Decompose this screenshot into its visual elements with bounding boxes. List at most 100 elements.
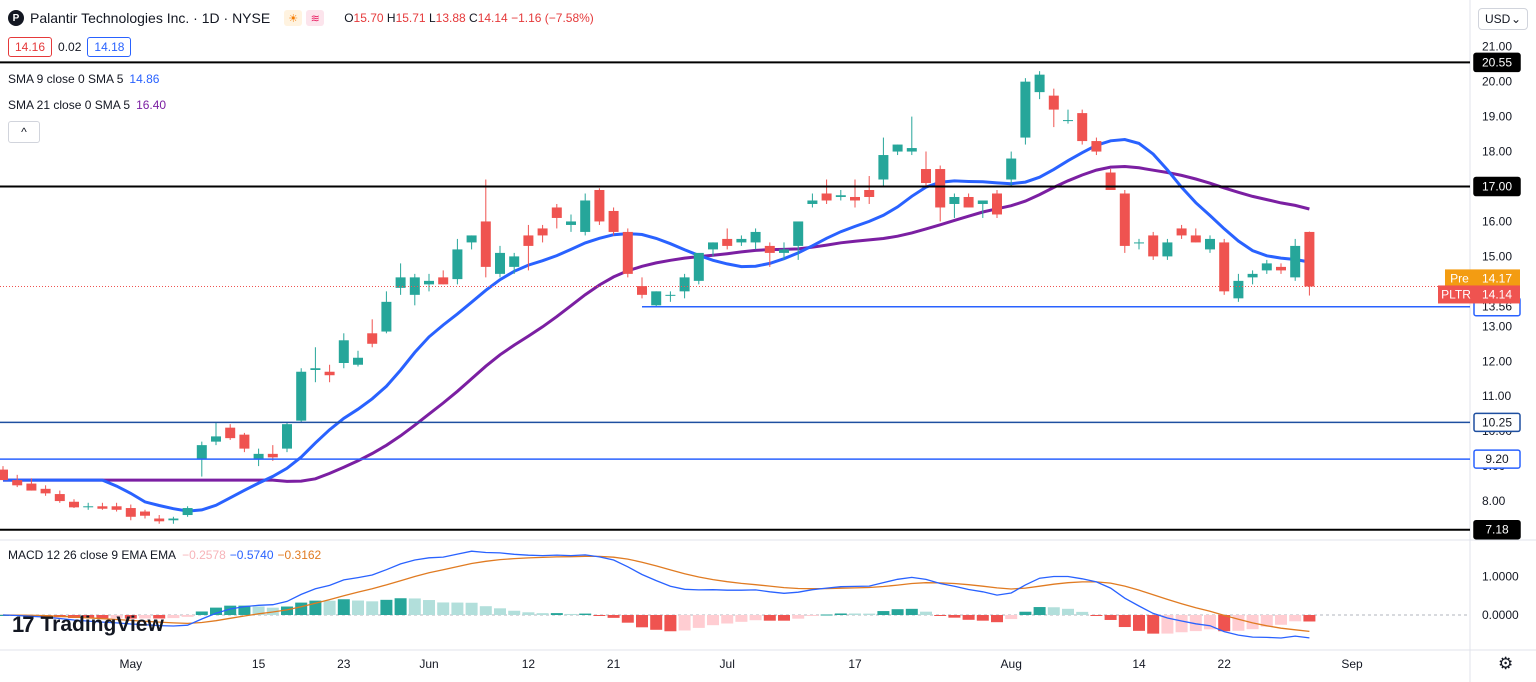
- currency-selector[interactable]: USD ⌄: [1478, 8, 1528, 30]
- candle-body: [40, 488, 51, 494]
- sma21-line: [3, 164, 1310, 483]
- candle-body: [537, 228, 548, 236]
- macd-tick-label: 0.0000: [1482, 608, 1519, 622]
- marker-value: 14.17: [1482, 271, 1512, 285]
- macd-histogram-bar: [1232, 615, 1245, 631]
- price-tick-label: 15.00: [1482, 249, 1512, 263]
- candle: [523, 224, 534, 271]
- candle: [267, 445, 278, 461]
- price-tick-label: 8.00: [1482, 494, 1506, 508]
- change-value: −1.16 (−7.58%): [511, 11, 594, 25]
- candle-body: [1077, 113, 1088, 142]
- candle-body: [1261, 263, 1272, 271]
- candle-body: [338, 340, 349, 363]
- close-value: 14.14: [477, 11, 508, 25]
- marker-value-box: [1474, 269, 1520, 288]
- candle-body: [211, 436, 221, 442]
- macd-histogram-bar: [579, 613, 592, 615]
- sma21-legend[interactable]: SMA 21 close 0 SMA 5 16.40: [8, 98, 166, 112]
- candle-body: [97, 506, 108, 509]
- candle: [1063, 109, 1073, 124]
- macd-histogram-bar: [153, 615, 166, 619]
- sell-price-button[interactable]: 14.16: [8, 37, 53, 57]
- candle: [1162, 238, 1173, 260]
- candle-body: [622, 231, 633, 274]
- macd-histogram-bar: [139, 615, 151, 619]
- tradingview-logo[interactable]: 17 TradingView: [12, 612, 164, 638]
- gear-icon[interactable]: ⚙: [1498, 654, 1514, 673]
- candle-body: [324, 371, 335, 376]
- time-tick-label: Aug: [1001, 657, 1022, 671]
- candle-body: [693, 252, 704, 281]
- sma9-label: SMA 9 close 0 SMA 5: [8, 72, 124, 86]
- candle: [168, 516, 179, 524]
- candle: [977, 200, 988, 218]
- candle: [69, 499, 79, 509]
- macd-histogram-bar: [905, 608, 918, 615]
- candle-body: [594, 189, 605, 222]
- macd-histogram-bar: [834, 613, 847, 615]
- level-label: 9.20: [1485, 452, 1509, 466]
- sma9-legend[interactable]: SMA 9 close 0 SMA 5 14.86: [8, 72, 159, 86]
- candle: [1006, 151, 1017, 187]
- macd-histogram-bar: [565, 613, 577, 615]
- candle-body: [892, 144, 903, 152]
- candle-body: [282, 424, 292, 449]
- candle-body: [878, 155, 889, 180]
- collapse-legend-button[interactable]: ^: [8, 121, 40, 143]
- candle-body: [1148, 235, 1159, 257]
- candle: [466, 235, 477, 250]
- candle-body: [779, 249, 789, 253]
- candle-body: [1105, 172, 1116, 190]
- macd-histogram-bar: [1104, 615, 1117, 620]
- candle: [1276, 263, 1286, 274]
- candle-body: [921, 169, 931, 184]
- chevron-up-icon: ^: [21, 125, 27, 139]
- candle: [253, 448, 264, 467]
- candle-body: [835, 195, 846, 197]
- candle-body: [267, 453, 278, 458]
- macd-histogram-bar: [1076, 611, 1089, 615]
- buy-price-button[interactable]: 14.18: [87, 37, 132, 57]
- symbol-title[interactable]: Palantir Technologies Inc. · 1D · NYSE: [30, 10, 271, 26]
- candle: [580, 193, 591, 236]
- candle-body: [466, 235, 477, 243]
- tradingview-mark-icon: 17: [12, 612, 35, 637]
- candle-body: [963, 196, 974, 208]
- macd-histogram-bar: [849, 613, 861, 615]
- macd-histogram-bar: [323, 600, 336, 615]
- macd-histogram-bar: [1303, 615, 1316, 622]
- market-open-sun-icon[interactable]: ☀: [284, 10, 303, 26]
- macd-histogram-bar: [1033, 607, 1046, 615]
- candle: [409, 273, 420, 306]
- tradingview-name: TradingView: [40, 613, 164, 636]
- time-tick-label: 21: [607, 657, 621, 671]
- candle: [1034, 71, 1045, 100]
- macd-histogram-bar: [1047, 607, 1060, 615]
- macd-histogram-bar: [124, 615, 137, 619]
- time-tick-label: Jul: [720, 657, 735, 671]
- macd-histogram-bar: [650, 615, 663, 630]
- candle-body: [1233, 280, 1244, 299]
- candle: [1048, 88, 1059, 128]
- status-icons: ☀ ≋: [284, 10, 325, 26]
- candle: [821, 179, 832, 204]
- macd-legend[interactable]: MACD 12 26 close 9 EMA EMA −0.2578 −0.5740…: [8, 548, 321, 562]
- macd-histogram-bar: [238, 605, 251, 615]
- macd-histogram-bar: [366, 601, 379, 615]
- candle-body: [708, 242, 718, 250]
- time-tick-label: Jun: [419, 657, 438, 671]
- macd-histogram-bar: [820, 614, 833, 616]
- candle: [12, 474, 23, 488]
- palantir-logo-icon: P: [8, 10, 24, 26]
- candle-body: [608, 210, 619, 232]
- candle-body: [651, 291, 662, 306]
- macd-histogram-bar: [508, 610, 521, 615]
- macd-histogram-bar: [522, 612, 535, 615]
- macd-histogram-bar: [252, 606, 265, 615]
- macd-histogram-bar: [877, 611, 890, 615]
- candle: [551, 203, 562, 229]
- macd-histogram-bar: [763, 615, 776, 621]
- data-stream-icon[interactable]: ≋: [306, 10, 325, 26]
